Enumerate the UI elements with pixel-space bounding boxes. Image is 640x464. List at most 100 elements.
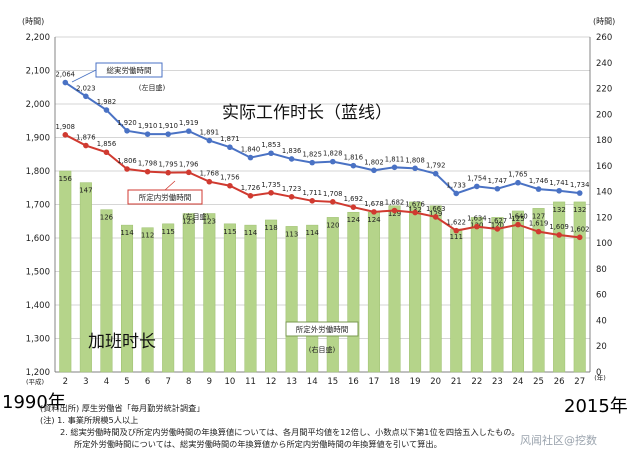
x-tick-label: 9	[207, 377, 212, 387]
bar-value-label: 114	[244, 229, 258, 237]
total-hours-point	[103, 107, 110, 113]
x-tick-label: 23	[492, 377, 503, 387]
right-tick-label: 260	[596, 33, 612, 43]
series-name-label: 総実労働時間	[107, 65, 152, 75]
chart-svg: 1,200 1,300 1,400 1,500 1,600 1,700 1,800 1,900…	[22, 17, 615, 387]
total-hours-point	[185, 128, 192, 134]
scheduled-hours-point	[206, 178, 213, 185]
x-tick-label: 5	[124, 377, 129, 387]
right-tick-label: 240	[596, 59, 612, 69]
overtime-bar	[491, 217, 504, 373]
end-year-annotation: 2015年	[564, 396, 628, 417]
total-hours-label: 1,828	[323, 150, 342, 158]
scheduled-hours-label: 1,692	[344, 195, 363, 203]
x-suffix-label: (年)	[594, 373, 606, 382]
bar-value-label: 115	[223, 228, 236, 236]
overtime-bar	[553, 201, 566, 373]
overtime-bar	[429, 205, 442, 373]
right-tick-label: 100	[596, 239, 612, 249]
overtime-bar	[347, 211, 360, 373]
x-tick-label: 21	[451, 377, 462, 387]
total-hours-point	[62, 79, 69, 86]
scheduled-hours-point	[371, 209, 377, 215]
x-tick-label: 10	[224, 377, 235, 387]
bar-value-label: 113	[285, 230, 298, 238]
scheduled-hours-point	[185, 169, 192, 176]
x-tick-label: 16	[348, 377, 359, 387]
total-hours-point	[371, 167, 377, 174]
overtime-bar	[223, 223, 236, 373]
total-hours-label: 1,825	[302, 151, 321, 159]
left-tick-label: 1,900	[26, 134, 50, 144]
series-name-label: 所定外労働時間	[296, 324, 349, 334]
left-tick-label: 1,800	[26, 167, 50, 177]
overtime-bar	[306, 224, 319, 373]
total-hours-point	[247, 154, 254, 161]
total-hours-point	[515, 179, 521, 186]
note-2: 2. 総実労働時間及び所定内労働時間の年換算値については、各月間平均値を12倍し…	[60, 427, 520, 437]
left-tick-label: 2,100	[26, 67, 50, 77]
total-hours-point	[576, 190, 583, 196]
scheduled-hours-label: 1,806	[117, 157, 136, 165]
overtime-bar	[79, 182, 92, 373]
scheduled-hours-label: 1,678	[364, 200, 383, 208]
scheduled-hours-label: 1,634	[467, 215, 486, 223]
x-tick-label: 25	[533, 377, 544, 387]
overtime-bar	[141, 227, 154, 373]
scheduled-hours-label: 1,796	[179, 160, 198, 168]
overtime-bar	[511, 210, 524, 373]
bar-value-label: 114	[306, 229, 320, 237]
total-hours-label: 1,802	[364, 158, 383, 166]
scheduled-hours-point	[576, 234, 583, 241]
scheduled-hours-label: 1,856	[97, 140, 116, 148]
axis-note-label: (左目盛)	[139, 83, 166, 92]
overtime-bar	[573, 201, 586, 373]
total-hours-point	[309, 159, 316, 166]
right-unit-label: (時間)	[593, 17, 615, 26]
total-hours-label: 1,910	[158, 122, 177, 130]
scheduled-hours-point	[556, 232, 562, 238]
total-hours-point	[350, 162, 357, 169]
bar-value-label: 124	[367, 216, 381, 224]
blue-line-annotation: 实际工作时长（蓝线）	[222, 103, 392, 123]
scheduled-hours-label: 1,723	[282, 185, 301, 193]
x-tick-label: 4	[104, 377, 109, 387]
bar-value-label: 125	[511, 215, 524, 223]
note-1: (注) 1. 事業所規模5人以上	[40, 415, 139, 425]
scheduled-hours-point	[62, 132, 69, 138]
x-tick-label: 14	[307, 377, 318, 387]
overtime-bar	[532, 208, 545, 373]
overtime-bar	[59, 170, 72, 373]
x-tick-label: 12	[266, 377, 277, 387]
scheduled-hours-point	[535, 228, 542, 235]
total-hours-label: 2,064	[56, 71, 75, 79]
total-hours-point	[432, 170, 439, 177]
bar-value-label: 118	[264, 224, 277, 232]
total-hours-point	[494, 185, 501, 192]
scheduled-hours-point	[288, 193, 295, 200]
watermark: 风闻社区@挖数	[520, 434, 597, 447]
scheduled-hours-label: 1,795	[158, 161, 177, 169]
scheduled-hours-label: 1,876	[76, 134, 95, 142]
right-tick-label: 220	[596, 85, 612, 95]
overtime-bar	[162, 223, 175, 373]
scheduled-hours-label: 1,676	[405, 201, 424, 209]
bar-value-label: 129	[429, 210, 442, 218]
scheduled-hours-point	[144, 168, 151, 175]
x-tick-label: 17	[369, 377, 380, 387]
bar-value-label: 123	[203, 218, 216, 226]
source-note: (資料出所) 厚生労働省「毎月勤労統計調査」	[40, 403, 205, 413]
x-tick-label: 26	[554, 377, 565, 387]
left-tick-label: 2,000	[26, 100, 50, 110]
total-hours-label: 1,910	[138, 122, 157, 130]
bar-value-label: 129	[388, 210, 401, 218]
series-name-label: 所定内労働時間	[139, 192, 192, 202]
x-tick-label: 6	[145, 377, 150, 387]
bar-value-label: 156	[59, 175, 73, 183]
bar-value-label: 132	[573, 206, 586, 214]
overtime-bar	[203, 213, 216, 373]
overtime-bar	[265, 219, 278, 373]
total-hours-label: 1,871	[220, 135, 239, 143]
chart-notes: (資料出所) 厚生労働省「毎月勤労統計調査」 (注) 1. 事業所規模5人以上 …	[40, 402, 520, 450]
total-hours-label: 1,816	[344, 154, 363, 162]
